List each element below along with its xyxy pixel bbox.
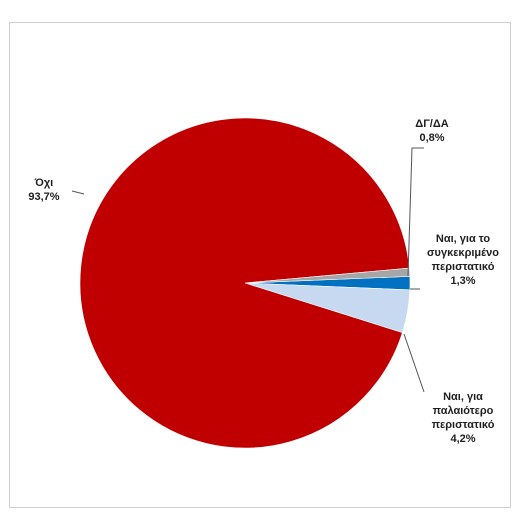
label-dg-da: ΔΓ/ΔΑ 0,8% bbox=[415, 118, 448, 144]
leader-dg-da bbox=[407, 147, 424, 277]
leader-ochi bbox=[71, 190, 85, 195]
leader-nai-older bbox=[403, 333, 425, 393]
label-nai-older: Ναι, για παλαιότερο περιστατικό 4,2% bbox=[432, 391, 495, 445]
label-ochi: Όχι 93,7% bbox=[28, 177, 59, 203]
slice-dg-da bbox=[244, 267, 411, 284]
slice-ochi bbox=[79, 117, 410, 449]
label-nai-specific: Ναι, για το συγκεκριμένο περιστατικό 1,3% bbox=[427, 233, 499, 287]
